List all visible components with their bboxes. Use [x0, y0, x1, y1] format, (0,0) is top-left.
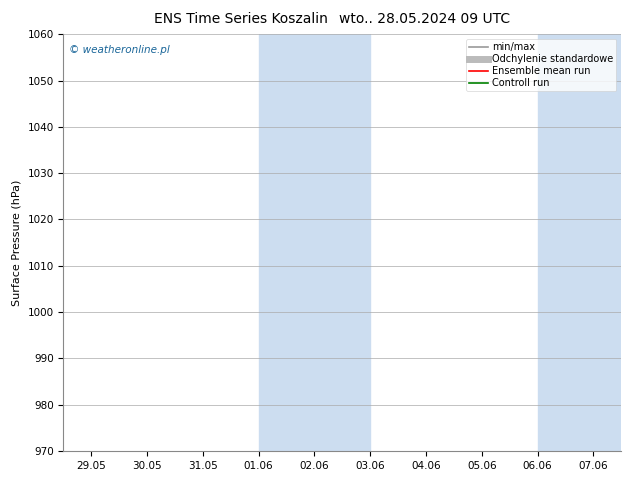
Bar	[259, 34, 370, 451]
Y-axis label: Surface Pressure (hPa): Surface Pressure (hPa)	[12, 179, 22, 306]
Bar	[538, 34, 621, 451]
Text: wto.. 28.05.2024 09 UTC: wto.. 28.05.2024 09 UTC	[339, 12, 510, 26]
Legend: min/max, Odchylenie standardowe, Ensemble mean run, Controll run: min/max, Odchylenie standardowe, Ensembl…	[466, 39, 616, 91]
Text: ENS Time Series Koszalin: ENS Time Series Koszalin	[154, 12, 328, 26]
Text: © weatheronline.pl: © weatheronline.pl	[69, 45, 170, 55]
